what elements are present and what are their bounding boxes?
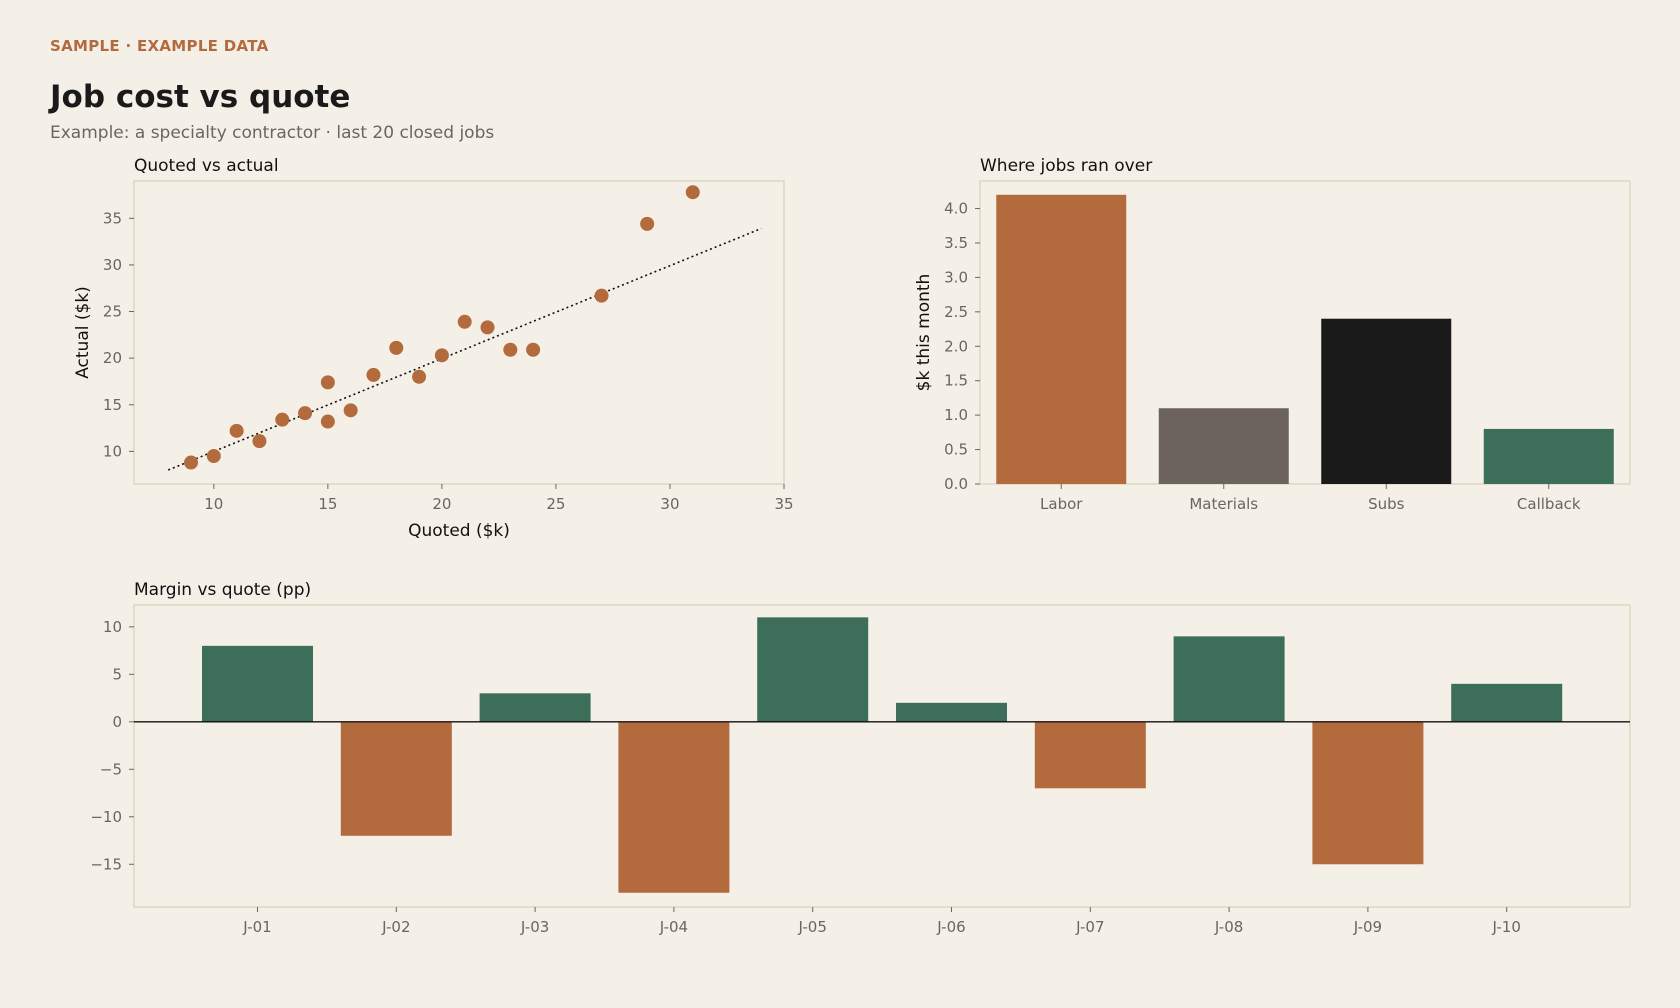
- y-tick-label: 20: [103, 349, 122, 367]
- scatter-point: [457, 314, 472, 329]
- bar-materials: [1158, 408, 1289, 484]
- y-tick-label: −15: [90, 855, 122, 873]
- page-title: Job cost vs quote: [50, 79, 351, 115]
- x-tick-label: J-10: [1492, 918, 1521, 936]
- scatter-point: [320, 375, 335, 390]
- chart-title: Quoted vs actual: [134, 156, 279, 176]
- bar-callback: [1483, 428, 1614, 484]
- y-axis-label: Actual ($k): [73, 286, 93, 379]
- x-tick-label: J-03: [520, 918, 549, 936]
- x-tick-label: J-06: [936, 918, 965, 936]
- x-tick-label: Materials: [1189, 495, 1258, 513]
- bar-chart-where-jobs-ran-over: Where jobs ran over 0.0 0.5 1.0 1.5 2.0 2.5 3.0…: [914, 156, 1631, 513]
- scatter-point: [503, 342, 518, 357]
- scatter-point: [412, 369, 427, 384]
- x-tick-label: J-08: [1214, 918, 1243, 936]
- x-tick-label: J-05: [798, 918, 827, 936]
- x-tick-label: 35: [774, 495, 793, 513]
- plot-frame: [133, 180, 785, 485]
- chart-title: Where jobs ran over: [980, 156, 1152, 176]
- y-tick-label: 2.5: [944, 303, 968, 321]
- y-tick-label: 0.0: [944, 475, 968, 493]
- chart-title: Margin vs quote (pp): [134, 580, 311, 600]
- scatter-point: [640, 216, 655, 231]
- sample-tag: SAMPLE · EXAMPLE DATA: [50, 37, 269, 55]
- x-tick-label: J-01: [242, 918, 271, 936]
- scatter-point: [434, 348, 449, 363]
- plot-frame: [979, 180, 1631, 485]
- scatter-point: [252, 434, 267, 449]
- y-tick-label: 3.5: [944, 234, 968, 252]
- scatter-point: [480, 320, 495, 335]
- y-tick-label: 25: [103, 303, 122, 321]
- y-tick-label: −10: [90, 808, 122, 826]
- plot-frame: [133, 604, 1631, 908]
- y-tick-label: 2.0: [944, 337, 968, 355]
- x-tick-label: 30: [660, 495, 679, 513]
- scatter-point: [594, 288, 609, 303]
- x-tick-label: 25: [546, 495, 565, 513]
- scatter-point: [320, 414, 335, 429]
- scatter-point: [389, 340, 404, 355]
- margin-bar-j-04: [618, 721, 730, 893]
- margin-bar-j-08: [1173, 636, 1285, 722]
- y-tick-label: 35: [103, 209, 122, 227]
- page-subtitle: Example: a specialty contractor · last 2…: [50, 123, 495, 143]
- scatter-point: [206, 449, 221, 464]
- y-tick-label: 10: [103, 618, 122, 636]
- x-tick-label: Callback: [1517, 495, 1581, 513]
- y-tick-label: 1.0: [944, 406, 968, 424]
- scatter-point: [184, 455, 199, 470]
- margin-bar-j-05: [757, 617, 869, 722]
- margin-bar-j-03: [479, 693, 591, 722]
- x-tick-label: Subs: [1368, 495, 1405, 513]
- x-tick-label: J-04: [659, 918, 688, 936]
- x-tick-label: Labor: [1040, 495, 1083, 513]
- x-tick-label: J-07: [1075, 918, 1104, 936]
- margin-bar-j-02: [340, 721, 452, 836]
- y-tick-label: 10: [103, 442, 122, 460]
- y-tick-label: −5: [100, 760, 122, 778]
- y-tick-label: 0: [112, 713, 122, 731]
- trend-line: [167, 227, 762, 471]
- y-tick-label: 30: [103, 256, 122, 274]
- scatter-point: [526, 342, 541, 357]
- y-tick-label: 1.5: [944, 372, 968, 390]
- scatter-point: [298, 406, 313, 421]
- x-axis-label: Quoted ($k): [408, 521, 510, 541]
- margin-bar-j-10: [1451, 683, 1563, 722]
- x-tick-label: J-02: [381, 918, 410, 936]
- y-tick-label: 0.5: [944, 441, 968, 459]
- scatter-point: [685, 185, 700, 200]
- margin-bar-j-01: [202, 645, 313, 722]
- y-tick-label: 5: [112, 665, 122, 683]
- scatter-point: [343, 403, 358, 418]
- margin-bar-j-06: [896, 702, 1007, 722]
- bar-subs: [1321, 318, 1452, 484]
- scatter-point: [229, 423, 244, 438]
- y-tick-label: 4.0: [944, 200, 968, 218]
- x-tick-label: J-09: [1353, 918, 1382, 936]
- y-axis-label: $k this month: [914, 274, 934, 392]
- margin-bar-j-09: [1312, 721, 1424, 865]
- scatter-point: [275, 412, 290, 427]
- bar-chart-margin-vs-quote: Margin vs quote (pp) 10 5 0 −5 −10 −15 J-01 J-02…: [90, 580, 1631, 936]
- bar-labor: [996, 194, 1127, 485]
- x-tick-label: 20: [432, 495, 451, 513]
- y-tick-label: 3.0: [944, 268, 968, 286]
- scatter-point: [366, 367, 381, 382]
- x-tick-label: 15: [318, 495, 337, 513]
- margin-bar-j-07: [1034, 721, 1146, 789]
- y-tick-label: 15: [103, 396, 122, 414]
- x-tick-label: 10: [204, 495, 223, 513]
- scatter-chart-quoted-vs-actual: Quoted vs actual 10 15 20 25 30 35 10 15 20 25 30 35…: [73, 156, 794, 541]
